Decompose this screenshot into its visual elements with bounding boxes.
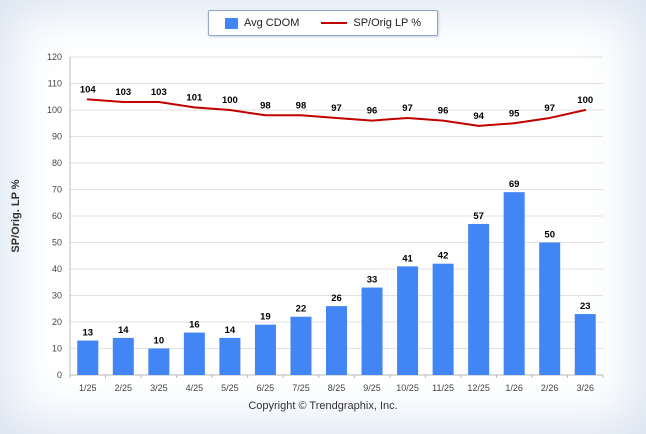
x-tick-label: 11/25: [432, 383, 454, 393]
x-tick-label: 6/25: [257, 383, 275, 393]
y-tick-label: 70: [52, 185, 62, 195]
bar: [112, 337, 134, 375]
line-value-label: 103: [115, 87, 131, 98]
x-tick-label: 3/26: [576, 383, 594, 393]
y-tick-label: 50: [52, 238, 62, 248]
bar: [326, 306, 347, 375]
bar: [539, 242, 561, 375]
x-tick-label: 3/25: [150, 383, 168, 393]
bar-value-label: 22: [296, 304, 307, 315]
legend-bar-label: Avg CDOM: [243, 17, 300, 29]
x-tick-label: 1/25: [79, 383, 97, 393]
line-value-label: 98: [260, 100, 271, 111]
x-tick-label: 5/25: [221, 383, 239, 393]
line-value-label: 94: [473, 111, 484, 122]
bar-value-label: 42: [438, 251, 449, 262]
line-value-label: 100: [577, 95, 593, 106]
bar-value-label: 23: [580, 301, 591, 312]
line-value-label: 101: [186, 92, 203, 103]
x-tick-label: 12/25: [467, 383, 490, 393]
x-tick-label: 4/25: [186, 383, 204, 393]
trend-line: [86, 98, 587, 127]
y-tick-label: 10: [52, 344, 62, 354]
bar: [468, 223, 490, 375]
line-value-label: 97: [402, 103, 413, 114]
bar-value-label: 33: [367, 275, 378, 286]
bar: [290, 316, 312, 375]
bar: [397, 266, 419, 375]
bar: [361, 287, 383, 375]
bar-value-label: 13: [82, 328, 93, 339]
bar: [574, 314, 596, 375]
x-tick-label: 7/25: [292, 383, 310, 393]
bar-value-label: 14: [225, 325, 236, 336]
bar-value-label: 26: [331, 293, 342, 304]
bar-value-label: 50: [544, 230, 555, 241]
line-value-label: 96: [367, 106, 378, 117]
bar-value-label: 57: [473, 211, 484, 222]
bar: [77, 340, 99, 375]
legend-item-sp-orig-lp: SP/Orig LP %: [321, 17, 421, 29]
bar-series-swatch-icon: [224, 17, 238, 29]
legend-line-label: SP/Orig LP %: [353, 17, 422, 29]
x-tick-label: 10/25: [396, 383, 419, 393]
bar: [183, 332, 205, 375]
line-value-label: 97: [544, 103, 555, 114]
x-tick-label: 2/26: [541, 383, 559, 393]
bar-value-label: 16: [189, 320, 200, 331]
bar-value-label: 14: [118, 325, 129, 336]
y-tick-label: 100: [47, 105, 62, 115]
legend-item-avg-cdom: Avg CDOM: [224, 17, 300, 29]
bar-value-label: 41: [402, 253, 413, 264]
chart-legend: Avg CDOM SP/Orig LP %: [207, 10, 439, 36]
x-tick-label: 9/25: [363, 383, 381, 393]
bar: [254, 324, 276, 375]
y-tick-label: 40: [52, 264, 62, 274]
x-tick-label: 2/25: [115, 383, 133, 393]
line-series-swatch-icon: [321, 22, 348, 24]
bar: [219, 337, 241, 375]
line-value-label: 95: [509, 108, 520, 119]
line-value-label: 98: [296, 100, 307, 111]
y-tick-label: 120: [47, 52, 62, 62]
bar: [503, 192, 525, 375]
y-tick-label: 80: [52, 158, 62, 168]
y-tick-label: 30: [52, 291, 62, 301]
copyright-text: Copyright © Trendgraphix, Inc.: [248, 400, 398, 412]
line-value-label: 96: [438, 106, 449, 117]
y-axis-title: SP/Orig. LP %: [10, 179, 22, 253]
line-value-label: 97: [331, 103, 342, 114]
bar: [148, 348, 170, 375]
line-value-label: 104: [80, 84, 97, 95]
line-value-label: 103: [151, 87, 167, 98]
bar-value-label: 69: [509, 179, 520, 190]
line-value-label: 100: [222, 95, 238, 106]
y-tick-label: 90: [52, 132, 62, 142]
bar-value-label: 19: [260, 312, 271, 323]
y-tick-label: 60: [52, 211, 62, 221]
x-tick-label: 8/25: [328, 383, 346, 393]
bar-value-label: 10: [154, 336, 165, 347]
y-tick-label: 20: [52, 317, 62, 327]
x-tick-label: 1/26: [505, 383, 523, 393]
bar: [432, 263, 454, 375]
y-tick-label: 0: [57, 370, 62, 380]
y-tick-label: 110: [48, 79, 62, 89]
